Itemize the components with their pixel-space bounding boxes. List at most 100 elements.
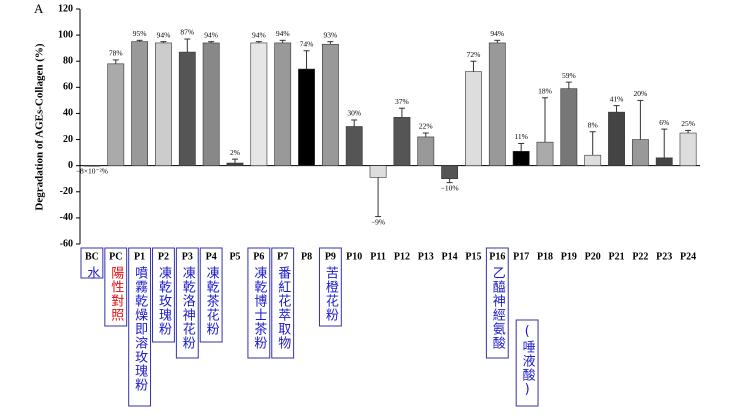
x-tick-label: P2 (158, 251, 169, 262)
y-tick-label: -20 (60, 186, 73, 197)
y-tick-label: 100 (58, 29, 73, 40)
note-text: 噴霧乾燥即溶玫瑰粉 (132, 266, 148, 392)
x-tick-label: P12 (394, 251, 410, 262)
bar (655, 157, 673, 166)
note-text: 陽性對照 (108, 266, 124, 322)
y-tick-label: 40 (63, 108, 73, 119)
note-box (318, 247, 342, 327)
bar (631, 139, 649, 166)
bar (321, 43, 339, 166)
value-label: −10% (441, 183, 459, 192)
bar (608, 111, 625, 166)
x-tick-label: P15 (465, 251, 481, 262)
value-label: 87% (180, 28, 194, 37)
x-tick-label: P24 (680, 251, 696, 262)
bar (226, 162, 244, 166)
bar (369, 165, 387, 178)
x-tick-label: P14 (442, 251, 458, 262)
note-text: 水 (84, 266, 100, 280)
x-tick-label: P10 (346, 251, 362, 262)
y-tick-label: -60 (60, 238, 73, 249)
x-tick-label: P3 (182, 251, 193, 262)
value-label: 8% (588, 120, 598, 129)
x-tick-label: P18 (537, 251, 553, 262)
x-tick-label: P17 (513, 251, 529, 262)
value-label: 94% (490, 29, 504, 38)
value-label: 6% (659, 118, 669, 127)
x-tick-label: P8 (301, 251, 312, 262)
x-tick-label: P20 (585, 251, 601, 262)
value-label: −8×10⁻²% (76, 166, 108, 175)
value-label: 2% (230, 148, 240, 157)
x-tick-label: P7 (277, 251, 288, 262)
y-tick-label: 20 (63, 134, 73, 145)
note-box (80, 247, 104, 279)
bar (488, 42, 506, 166)
x-tick-label: P11 (370, 251, 386, 262)
x-tick-label: BC (85, 251, 99, 262)
bar (679, 132, 697, 166)
note-text: 凍乾茶花粉 (204, 265, 220, 336)
bar (178, 51, 196, 166)
note-text: 凍乾洛神花粉 (180, 265, 196, 350)
bar (584, 154, 602, 166)
value-label: 93% (324, 30, 338, 39)
value-label: 41% (610, 94, 624, 103)
value-label: 30% (347, 109, 361, 118)
y-tick-label: 80 (63, 56, 73, 67)
x-tick-label: P13 (418, 251, 434, 262)
bar (155, 42, 172, 166)
value-label: 22% (419, 122, 433, 131)
x-tick-label: P22 (632, 251, 648, 262)
x-tick-label: P21 (608, 251, 624, 262)
y-tick-label: -40 (60, 212, 73, 223)
x-tick-label: P6 (253, 251, 264, 262)
note-box (152, 247, 175, 343)
x-tick-label: PC (109, 251, 122, 262)
x-tick-label: P16 (489, 251, 505, 262)
x-tick-label: P4 (206, 251, 217, 262)
value-label: 20% (634, 89, 648, 98)
note-text: 乙醯神經氨酸 (490, 266, 506, 350)
bar (202, 42, 220, 166)
value-label: 11% (514, 132, 527, 141)
bar (512, 151, 530, 166)
value-label: 37% (395, 97, 409, 106)
x-tick-label: P19 (561, 251, 577, 262)
x-tick-label: P9 (325, 251, 336, 262)
value-label: 95% (133, 29, 147, 38)
note-box (175, 247, 199, 359)
x-tick-label: P23 (656, 251, 672, 262)
y-tick-label: 60 (63, 82, 73, 93)
value-label: 78% (109, 49, 123, 58)
value-label: 72% (467, 50, 481, 59)
bar (345, 126, 363, 166)
note-text: 番紅花萃取物 (275, 266, 291, 350)
bar (441, 165, 459, 180)
value-label: 18% (538, 86, 552, 95)
value-label: 74% (300, 39, 314, 48)
note-box (515, 319, 539, 407)
bar (298, 68, 315, 166)
value-label: −9% (371, 217, 385, 226)
note-text: 苦橙花粉 (323, 265, 339, 322)
value-label: 25% (681, 119, 695, 128)
bar (107, 63, 125, 166)
note-box (485, 247, 509, 359)
note-box (104, 247, 128, 327)
y-tick-label: 120 (58, 3, 73, 14)
note-box (271, 247, 295, 359)
value-label: 94% (276, 29, 290, 38)
note-text: 凍乾博士茶粉 (251, 265, 267, 350)
bar (393, 117, 411, 166)
bar (536, 141, 554, 166)
note-box (128, 247, 152, 407)
panel-label: A (34, 1, 44, 16)
note-box (199, 247, 223, 343)
bar (560, 88, 578, 166)
bar (250, 42, 268, 166)
bar (131, 41, 149, 166)
value-label: 59% (562, 71, 576, 80)
value-label: 94% (252, 30, 266, 39)
